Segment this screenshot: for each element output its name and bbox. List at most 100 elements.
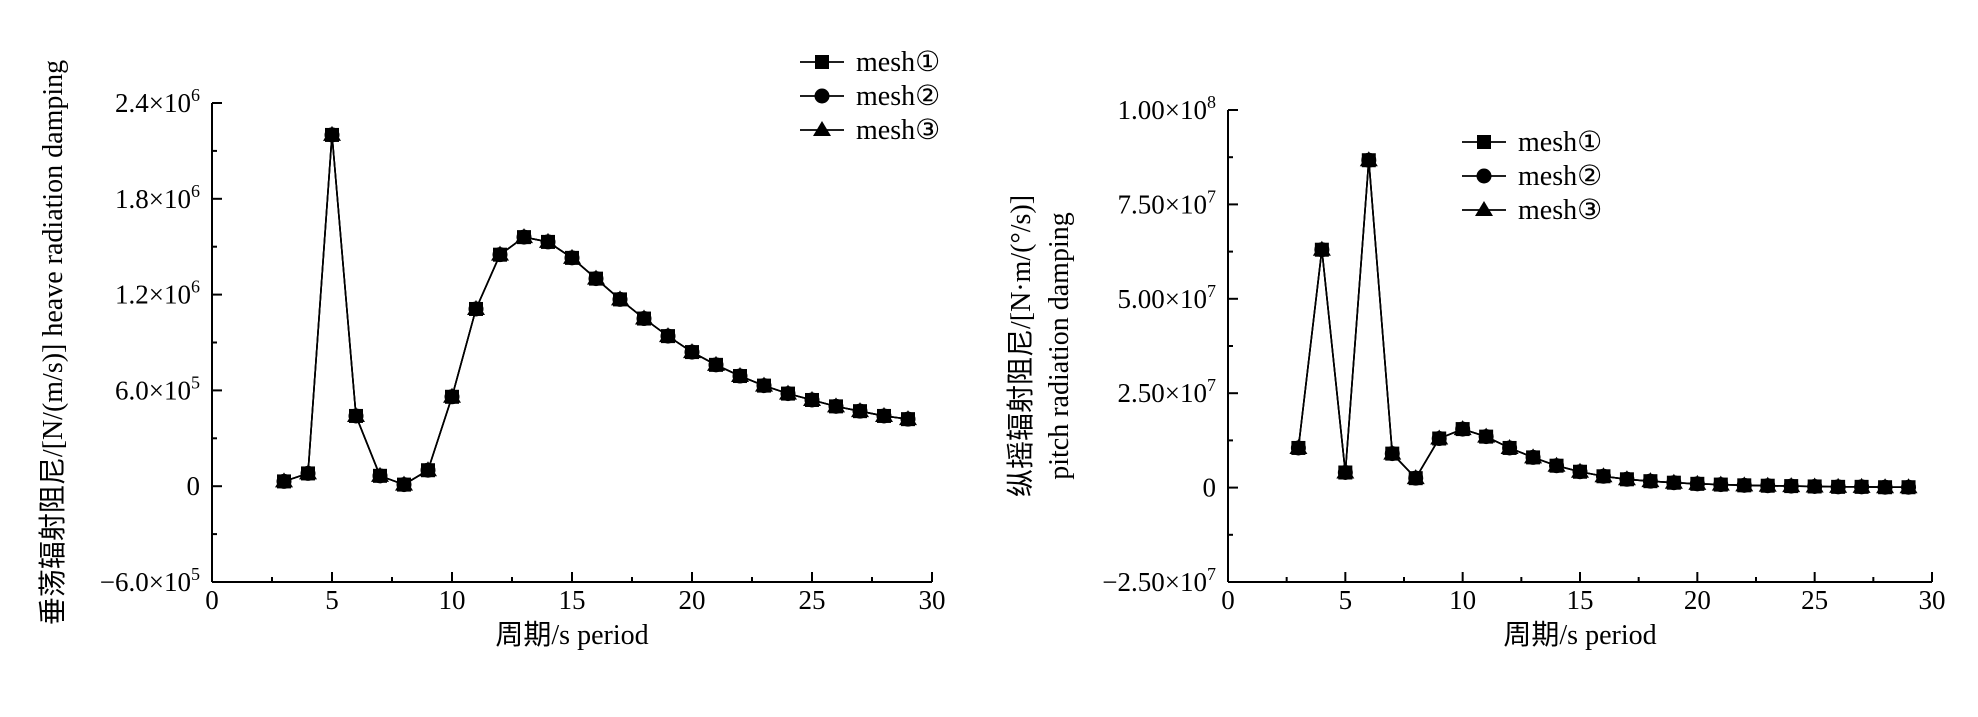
x-tick-label: 15 <box>559 585 586 615</box>
data-point <box>587 269 605 285</box>
data-point <box>1500 438 1519 454</box>
legend-marker <box>1475 201 1493 216</box>
legend-label: mesh① <box>1518 127 1602 158</box>
data-point <box>1688 474 1707 490</box>
y-tick-label: −2.50×107 <box>1102 564 1216 597</box>
series-line-3 <box>283 134 909 486</box>
y-axis-label: 垂荡辐射阻尼/[N/(m/s)] heave radiation damping <box>37 60 69 625</box>
x-tick-label: 25 <box>1801 585 1828 615</box>
y-tick-label: 1.2×106 <box>115 277 200 310</box>
data-point <box>1664 473 1683 489</box>
x-axis-label: 周期/s period <box>1503 620 1656 651</box>
legend-label: mesh① <box>856 47 940 78</box>
series-line-2 <box>283 134 909 486</box>
data-point <box>1829 477 1848 493</box>
series-line-3 <box>1297 160 1909 489</box>
x-tick-label: 20 <box>1684 585 1711 615</box>
data-point <box>1383 444 1402 460</box>
data-point <box>1782 477 1801 493</box>
legend-label: mesh② <box>856 81 940 112</box>
data-point <box>731 367 749 383</box>
legend-label: mesh② <box>1518 161 1602 192</box>
data-point <box>395 475 413 491</box>
series-line-2 <box>1297 160 1909 489</box>
legend-marker <box>1477 135 1491 149</box>
data-point <box>1430 429 1449 445</box>
series-line-1 <box>1297 160 1909 489</box>
y-tick-label: 0 <box>1203 473 1217 503</box>
data-point <box>1876 478 1895 494</box>
chart-1: 0 5 10 15 20 25 30−6.0×10506.0×1051.2×1061.8×1… <box>37 47 946 651</box>
y-tick-label: 1.00×108 <box>1118 92 1216 125</box>
data-point <box>827 397 845 413</box>
data-point <box>371 466 389 482</box>
data-point <box>1758 476 1777 492</box>
data-point <box>1312 240 1331 256</box>
data-point <box>1641 472 1660 488</box>
data-point <box>635 309 653 325</box>
data-point <box>1899 478 1918 494</box>
x-tick-label: 15 <box>1567 585 1594 615</box>
data-point <box>1594 467 1613 483</box>
data-point <box>875 406 893 422</box>
data-point <box>659 327 677 343</box>
x-tick-label: 0 <box>1221 585 1235 615</box>
y-tick-label: 2.50×107 <box>1118 375 1216 408</box>
data-point <box>683 343 701 359</box>
legend-label: mesh③ <box>856 115 940 146</box>
data-point <box>419 461 437 477</box>
data-point <box>323 125 341 141</box>
x-tick-label: 30 <box>919 585 946 615</box>
data-point <box>539 232 557 248</box>
y-axis-label: 纵摇辐射阻尼/[N·m/(°/s)] <box>1005 195 1037 497</box>
y-tick-label: 2.4×106 <box>115 85 200 118</box>
y-axis-label: pitch radiation damping <box>1044 212 1075 480</box>
x-tick-label: 10 <box>439 585 466 615</box>
data-point <box>707 355 725 371</box>
x-tick-label: 25 <box>799 585 826 615</box>
legend-marker <box>814 88 830 104</box>
y-tick-label: −6.0×105 <box>100 564 200 597</box>
y-tick-label: 6.0×105 <box>115 372 200 405</box>
x-tick-label: 5 <box>1339 585 1353 615</box>
data-point <box>1453 420 1472 436</box>
data-point <box>779 384 797 400</box>
data-point <box>491 245 509 261</box>
data-point <box>1524 448 1543 464</box>
data-point <box>899 410 917 426</box>
x-tick-label: 20 <box>679 585 706 615</box>
data-point <box>299 464 317 480</box>
data-point <box>755 376 773 392</box>
data-point <box>1289 438 1308 454</box>
y-tick-label: 5.00×107 <box>1118 281 1216 314</box>
chart-2: 0 5 10 15 20 25 30−2.50×10702.50×1075.00×1077.… <box>1005 92 1946 651</box>
legend-marker <box>813 121 831 136</box>
y-tick-label: 0 <box>187 471 201 501</box>
data-point <box>1477 427 1496 443</box>
data-point <box>563 248 581 264</box>
legend-marker <box>815 55 829 69</box>
data-point <box>851 402 869 418</box>
data-point <box>515 228 533 244</box>
data-point <box>347 406 365 422</box>
x-axis-label: 周期/s period <box>495 620 648 651</box>
data-point <box>1547 456 1566 472</box>
x-tick-label: 0 <box>205 585 219 615</box>
series-line-1 <box>283 134 909 486</box>
data-point <box>1617 470 1636 486</box>
data-point <box>467 299 485 315</box>
data-point <box>1852 477 1871 493</box>
legend-marker <box>1476 168 1492 184</box>
x-tick-label: 5 <box>325 585 339 615</box>
x-tick-label: 30 <box>1919 585 1946 615</box>
data-point <box>443 387 461 403</box>
data-point <box>275 472 293 488</box>
y-tick-label: 1.8×106 <box>115 181 200 214</box>
data-point <box>1336 463 1355 479</box>
data-point <box>1406 469 1425 485</box>
x-tick-label: 10 <box>1449 585 1476 615</box>
data-point <box>611 290 629 306</box>
data-point <box>1359 151 1378 167</box>
